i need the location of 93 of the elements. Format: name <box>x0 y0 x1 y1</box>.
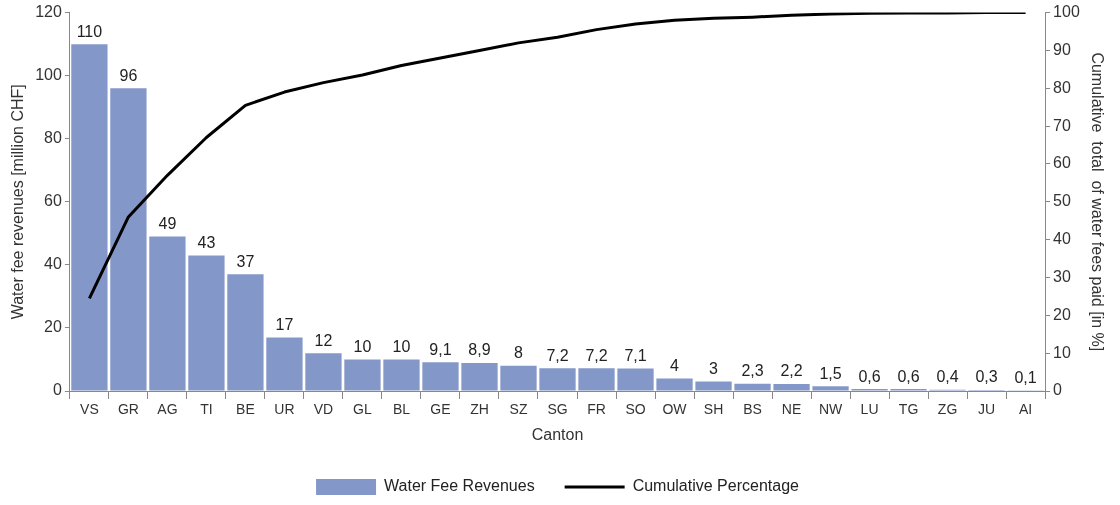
data-label: 0,4 <box>936 368 959 386</box>
y-tick-label: 120 <box>35 3 62 21</box>
bar <box>734 383 771 391</box>
bar <box>500 365 537 391</box>
bar <box>188 255 225 391</box>
x-tick-label: TG <box>898 401 919 418</box>
legend-label: Cumulative Percentage <box>632 477 800 495</box>
bar <box>422 362 459 391</box>
x-tick-label: GE <box>430 401 451 418</box>
x-tick-label: NE <box>781 401 802 418</box>
x-tick-label: VS <box>80 401 99 418</box>
data-label: 2,3 <box>741 362 764 380</box>
x-tick-label: NW <box>818 401 843 418</box>
bar <box>383 359 420 391</box>
x-tick-label: UR <box>274 401 295 418</box>
data-label: 17 <box>275 315 294 333</box>
x-tick-label: TI <box>200 401 213 418</box>
x-tick-label: FR <box>587 401 606 418</box>
x-tick-label: GL <box>353 401 372 418</box>
data-label: 1,5 <box>819 364 842 382</box>
data-label: 2,2 <box>780 362 803 380</box>
x-tick-label: OW <box>662 401 688 418</box>
y2-tick-label: 60 <box>1053 154 1071 172</box>
x-tick-label: AG <box>157 401 178 418</box>
bar <box>149 236 186 391</box>
legend-label: Water Fee Revenues <box>384 477 535 495</box>
x-tick-label: ZG <box>937 401 958 418</box>
data-label: 7,2 <box>546 346 569 364</box>
bar <box>266 337 303 391</box>
y2-tick-label: 70 <box>1053 116 1071 134</box>
y-tick-label: 60 <box>44 192 62 210</box>
data-label: 96 <box>119 66 138 84</box>
y2-tick-label: 20 <box>1053 305 1071 323</box>
y2-tick-label: 50 <box>1053 192 1071 210</box>
data-label: 0,6 <box>858 367 881 385</box>
data-label: 7,2 <box>585 346 608 364</box>
y2-tick-label: 100 <box>1053 3 1080 21</box>
x-tick-label: SH <box>703 401 724 418</box>
data-label: 10 <box>353 337 372 355</box>
data-label: 43 <box>197 233 216 251</box>
x-tick-label: SG <box>547 401 568 418</box>
x-tick-label: BL <box>392 401 411 418</box>
data-label: 49 <box>158 214 177 232</box>
bar <box>461 362 498 391</box>
data-label: 12 <box>314 331 333 349</box>
x-tick-label: SZ <box>509 401 528 418</box>
x-tick-label: AI <box>1018 401 1033 418</box>
bar <box>539 368 576 391</box>
y2-tick-label: 0 <box>1053 381 1063 399</box>
y2-tick-label: 90 <box>1053 40 1071 58</box>
bar <box>227 274 264 391</box>
y2-tick-label: 40 <box>1053 230 1071 248</box>
data-label: 0,3 <box>975 368 998 386</box>
y-axis-title: Water fee revenues [million CHF] <box>9 84 27 320</box>
x-tick-label: JU <box>978 401 996 418</box>
data-label: 3 <box>709 359 719 377</box>
bar <box>617 368 654 391</box>
y-tick-label: 20 <box>44 318 62 336</box>
bar <box>578 368 615 391</box>
y-tick-label: 100 <box>35 66 62 84</box>
y2-tick-label: 80 <box>1053 78 1071 96</box>
y-tick-label: 40 <box>44 255 62 273</box>
data-label: 10 <box>392 337 411 355</box>
data-label: 7,1 <box>624 347 647 365</box>
bar <box>110 88 147 391</box>
data-label: 0,6 <box>897 367 920 385</box>
bar <box>305 353 342 391</box>
data-label: 8,9 <box>468 341 491 359</box>
x-tick-label: GR <box>117 401 139 418</box>
bar <box>71 44 108 391</box>
data-label: 110 <box>76 22 103 40</box>
y2-axis-title: Cumulative total of water fees paid [in %] <box>1088 52 1106 352</box>
y2-tick-label: 30 <box>1053 267 1071 285</box>
bar <box>695 381 732 391</box>
bar <box>656 378 693 391</box>
bar <box>812 386 849 391</box>
data-label: 8 <box>514 344 524 362</box>
y2-tick-label: 10 <box>1053 343 1071 361</box>
x-tick-label: ZH <box>470 401 489 418</box>
x-tick-label: VD <box>313 401 334 418</box>
y-tick-label: 0 <box>52 381 62 399</box>
x-tick-label: LU <box>860 401 879 418</box>
data-label: 9,1 <box>429 340 452 358</box>
bar <box>344 359 381 391</box>
y-tick-label: 80 <box>44 129 62 147</box>
x-axis-title: Canton <box>531 425 584 443</box>
bar <box>773 384 810 391</box>
data-label: 0,1 <box>1014 369 1037 387</box>
data-label: 4 <box>670 356 680 374</box>
data-label: 37 <box>236 252 255 270</box>
x-tick-label: BE <box>236 401 255 418</box>
x-tick-label: BS <box>743 401 762 418</box>
x-tick-label: SO <box>625 401 646 418</box>
